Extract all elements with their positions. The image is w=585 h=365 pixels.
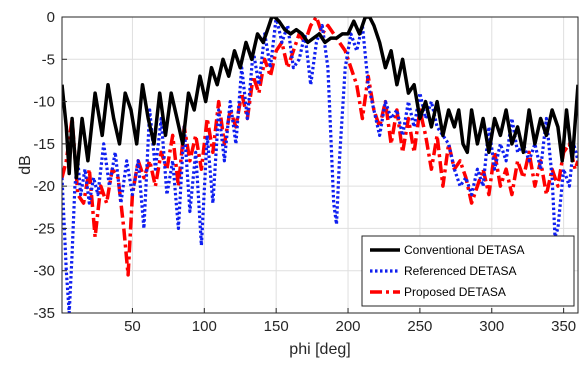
x-tick-label: 350	[551, 318, 576, 335]
y-tick-label: -15	[33, 136, 55, 153]
legend-label: Proposed DETASA	[404, 285, 506, 299]
x-tick-label: 200	[336, 318, 361, 335]
series-line	[62, 17, 578, 180]
legend: Conventional DETASA Referenced DETASA Prop…	[361, 235, 575, 307]
plot-frame	[61, 16, 579, 314]
y-tick-label: -10	[33, 94, 55, 111]
series-line	[62, 17, 578, 313]
y-tick-label: -5	[42, 51, 55, 68]
x-tick-label: 100	[192, 318, 217, 335]
x-tick-label: 300	[479, 318, 504, 335]
tick-labels: 50 100 150 200 250 300 350 0 -5 -10 -15 -20 -25 -30 -3…	[33, 9, 576, 335]
x-tick-label: 250	[407, 318, 432, 335]
y-axis-label: dB	[17, 155, 34, 175]
legend-label: Conventional DETASA	[404, 243, 525, 257]
series-group	[62, 17, 578, 313]
legend-label: Referenced DETASA	[404, 264, 517, 278]
y-tick-label: -30	[33, 263, 55, 280]
y-tick-label: -25	[33, 220, 55, 237]
series-line	[62, 17, 578, 277]
x-tick-label: 150	[264, 318, 289, 335]
y-tick-label: -20	[33, 178, 55, 195]
y-tick-label: 0	[47, 9, 55, 26]
x-axis-label: phi [deg]	[289, 341, 350, 358]
y-tick-label: -35	[33, 305, 55, 322]
x-tick-label: 50	[124, 318, 141, 335]
